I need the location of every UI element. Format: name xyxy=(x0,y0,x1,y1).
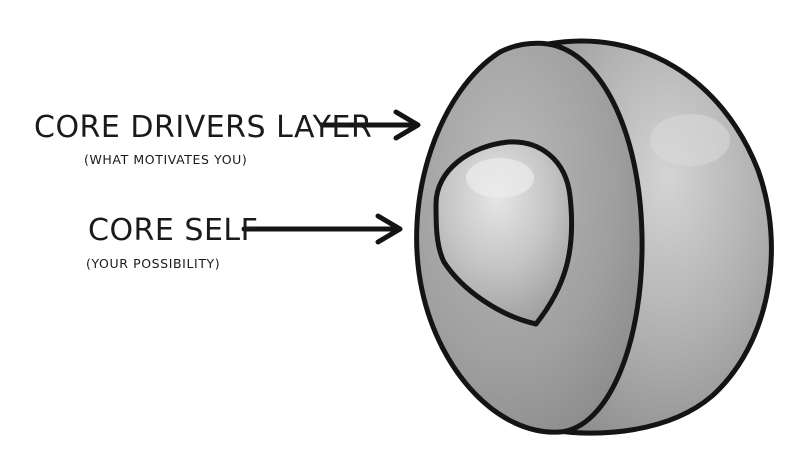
arrow-core-drivers xyxy=(319,109,421,141)
core-self-subtitle: (YOUR POSSIBILITY) xyxy=(86,256,220,271)
arrow-core-self xyxy=(241,213,403,245)
core-self-title: CORE SELF xyxy=(88,213,258,248)
core-drivers-title: CORE DRIVERS LAYER xyxy=(34,110,372,145)
core-self-dome xyxy=(433,139,575,327)
core-drivers-subtitle: (WHAT MOTIVATES YOU) xyxy=(84,152,247,167)
outer-highlight xyxy=(650,114,730,166)
core-highlight xyxy=(466,158,534,198)
